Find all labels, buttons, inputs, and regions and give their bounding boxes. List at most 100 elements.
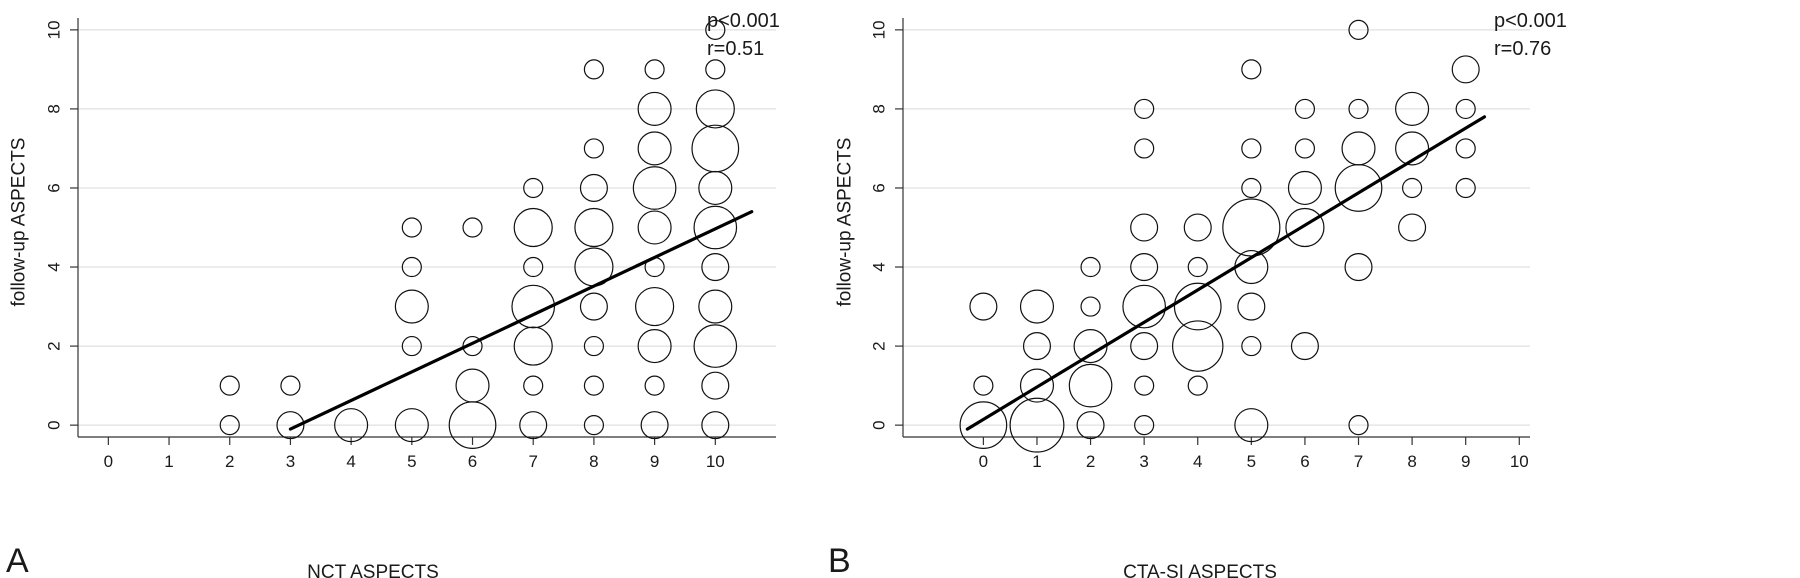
panel-a-bubble [701,371,730,400]
panel-a-bubble [583,59,605,80]
panel-a-bubble [574,207,614,248]
panel-a-x-tick-label: 10 [706,452,725,471]
panel-b-bubble [1290,332,1319,361]
panel-a-y-tick-label: 2 [45,341,64,350]
panel-b-bubble [1341,131,1376,166]
panel-a-bubble [705,59,726,80]
panel-a-bubble [394,408,429,443]
panel-b-y-tick-label: 10 [870,20,889,39]
panel-b-x-tick-label: 7 [1354,452,1363,471]
panel-a-bubble [448,401,497,450]
panel-a-x-tick-label: 5 [407,452,416,471]
panel-a-bubble [519,411,548,440]
panel-b-bubble [1068,363,1113,408]
panel-b-bubble [1122,284,1166,329]
panel-a-annotation: r=0.51 [707,38,764,60]
panel-b-x-tick-label: 0 [979,452,988,471]
panel-a-bubble [511,284,556,329]
panel-b-bubble [1294,98,1316,120]
panel-b-bubble [1173,282,1222,331]
panel-b-x-axis-title: CTA-SI ASPECTS [1123,562,1277,578]
panel-b-bubble [1134,138,1155,159]
panel-b-y-tick-label: 0 [870,420,889,429]
panel-a-bubble [523,375,544,396]
panel-b-bubble [1019,289,1055,324]
panel-a-x-tick-label: 6 [468,452,477,471]
panel-b-bubble [1287,170,1322,206]
panel-a-x-axis-title: NCT ASPECTS [307,562,439,578]
panel-b-bubble [1294,138,1316,159]
panel-b-bubble [1009,397,1065,453]
panel-b-bubble [1076,411,1105,440]
panel-b-annotation: r=0.76 [1494,38,1551,60]
panel-b-bubble [1334,164,1383,212]
panel-a-bubble [693,205,738,250]
panel-b-bubble [1022,332,1052,361]
panel-a-bubble [701,252,730,282]
panel-a-y-tick-label: 10 [45,20,64,39]
panel-b-bubble [1402,177,1423,199]
panel-b-y-tick-label: 6 [870,183,889,192]
panel-a-y-tick-label: 0 [45,420,64,429]
panel-b-bubble [959,401,1008,450]
panel-b-bubble [1234,408,1269,443]
panel-b-bubble [1398,213,1427,242]
panel-a-x-tick-label: 4 [346,452,355,471]
panel-b-x-tick-label: 5 [1247,452,1256,471]
panel-a-x-tick-label: 1 [164,452,173,471]
panel-a-x-tick-label: 2 [225,452,234,471]
panel-a-x-tick-label: 3 [286,452,295,471]
panel-b-annotation: p<0.001 [1494,10,1567,32]
panel-b-x-tick-label: 4 [1193,452,1202,471]
panel-a-bubble [695,89,735,129]
panel-a-y-axis-title: follow-up ASPECTS [9,138,30,307]
panel-b-bubble [1134,415,1155,436]
panel-a-annotation: p<0.001 [707,10,780,32]
panel-b-bubble [1172,320,1224,372]
panel-b-bubble [1187,375,1208,396]
panel-b-bubble [1134,98,1155,120]
panel-a-bubble [635,286,675,327]
panel-b-bubble [1134,375,1155,396]
panel-b-y-tick-label: 8 [870,104,889,113]
panel-a-y-tick-label: 8 [45,104,64,113]
panel-a-bubble [276,411,305,440]
panel-a-bubble [637,329,672,364]
panel-b-bubble [1237,292,1266,321]
panel-b-x-tick-label: 9 [1461,452,1470,471]
panel-b-bubble [1183,213,1212,242]
panel-a-bubble [583,415,605,436]
panel-a-bubble [701,411,730,440]
panel-b-y-axis-title: follow-up ASPECTS [835,138,856,307]
panel-a-bubble [219,415,240,436]
panel-b-bubble [1130,213,1159,242]
panel-a-bubble [523,177,544,199]
panel-a-bubble [334,408,369,443]
panel-a-bubble [583,375,605,396]
panel-b-bubble [1080,296,1101,317]
panel-b-bubble [1455,138,1476,159]
panel-b-bubble [1019,368,1055,403]
panel-a-bubble [462,217,483,238]
panel-a-x-tick-label: 0 [104,452,113,471]
panel-a-bubble [583,335,605,357]
panel-a-bubble [280,375,301,396]
panel-b-bubble [973,375,994,396]
panel-b-bubble [1348,98,1369,120]
panel-a-bubble [640,411,669,440]
panel-b-bubble [1455,177,1476,199]
panel-a-bubble [691,124,740,173]
panel-b-bubble [1451,55,1480,84]
panel-a-bubble [513,207,553,248]
panel-b-bubble [1222,198,1281,257]
panel-b-x-tick-label: 2 [1086,452,1095,471]
panel-a-bubble [644,375,665,396]
panel-b-bubble [1187,256,1208,278]
panel-a-bubble [632,166,677,210]
panel-b-fit-line [965,115,1487,431]
panel-b-x-tick-label: 3 [1139,452,1148,471]
panel-a: 0 1 2 3 4 5 6 7 8 9 10 0 2 4 6 8 10 p<0.001 r=0.51 NCT ASPE… [6,10,780,578]
panel-b-y-tick-label: 2 [870,341,889,350]
panel-a-bubble [693,324,738,368]
